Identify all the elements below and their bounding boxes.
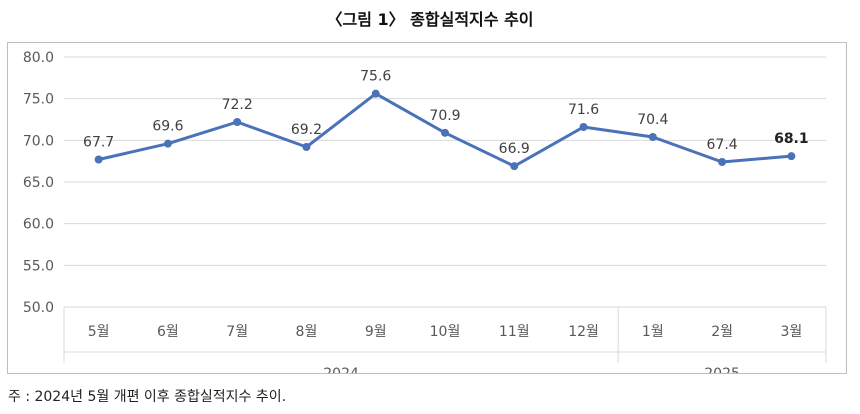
data-point bbox=[371, 89, 380, 98]
data-point bbox=[579, 123, 588, 131]
data-point bbox=[302, 143, 311, 151]
x-tick-label: 1월 bbox=[642, 324, 664, 340]
data-label: 66.9 bbox=[499, 141, 530, 157]
data-point bbox=[441, 128, 449, 137]
line-chart: 50.0 55.0 60.0 65.0 70.0 75.0 80.0 5월 6월 7월 8월 9월 10… bbox=[23, 50, 827, 373]
y-tick-label: 65.0 bbox=[23, 175, 54, 191]
data-label: 68.1 bbox=[774, 131, 809, 147]
x-tick-label: 10월 bbox=[430, 324, 461, 340]
data-point bbox=[510, 162, 519, 171]
x-tick-label: 3월 bbox=[780, 324, 802, 340]
data-point bbox=[163, 139, 172, 148]
x-tick-label: 12월 bbox=[568, 324, 599, 340]
data-label: 72.2 bbox=[222, 97, 253, 113]
data-point bbox=[787, 152, 796, 161]
x-tick-label: 9월 bbox=[365, 324, 387, 340]
footnote: 주 : 2024년 5월 개편 이후 종합실적지수 추이. bbox=[8, 389, 287, 405]
data-label: 71.6 bbox=[568, 102, 599, 118]
y-tick-label: 55.0 bbox=[23, 258, 54, 274]
x-group-label: 2024 bbox=[323, 366, 359, 373]
data-label: 67.4 bbox=[707, 137, 738, 153]
data-label: 67.7 bbox=[83, 135, 114, 151]
x-tick-label: 11월 bbox=[499, 324, 530, 340]
chart-frame: 50.0 55.0 60.0 65.0 70.0 75.0 80.0 5월 6월 7월 8월 9월 10… bbox=[7, 42, 847, 374]
data-label: 69.2 bbox=[291, 122, 322, 138]
data-label: 69.6 bbox=[152, 119, 183, 135]
chart-title: 〈그림 1〉 종합실적지수 추이 bbox=[326, 10, 534, 29]
data-point bbox=[94, 155, 103, 164]
x-tick-label: 2월 bbox=[711, 324, 733, 340]
x-tick-label: 5월 bbox=[88, 324, 110, 340]
data-point bbox=[648, 133, 657, 141]
data-label: 75.6 bbox=[360, 69, 391, 85]
y-tick-label: 50.0 bbox=[23, 300, 54, 316]
data-point bbox=[233, 118, 242, 126]
y-tick-label: 75.0 bbox=[23, 92, 54, 108]
y-tick-label: 60.0 bbox=[23, 217, 54, 233]
data-point bbox=[718, 158, 727, 166]
x-tick-label: 8월 bbox=[296, 324, 318, 340]
y-tick-label: 70.0 bbox=[23, 133, 54, 149]
x-tick-label: 6월 bbox=[157, 324, 179, 340]
y-tick-label: 80.0 bbox=[23, 50, 54, 66]
x-group-label: 2025 bbox=[704, 366, 740, 373]
data-label: 70.4 bbox=[637, 112, 668, 128]
data-label: 70.9 bbox=[429, 108, 460, 124]
x-tick-label: 7월 bbox=[226, 324, 248, 340]
